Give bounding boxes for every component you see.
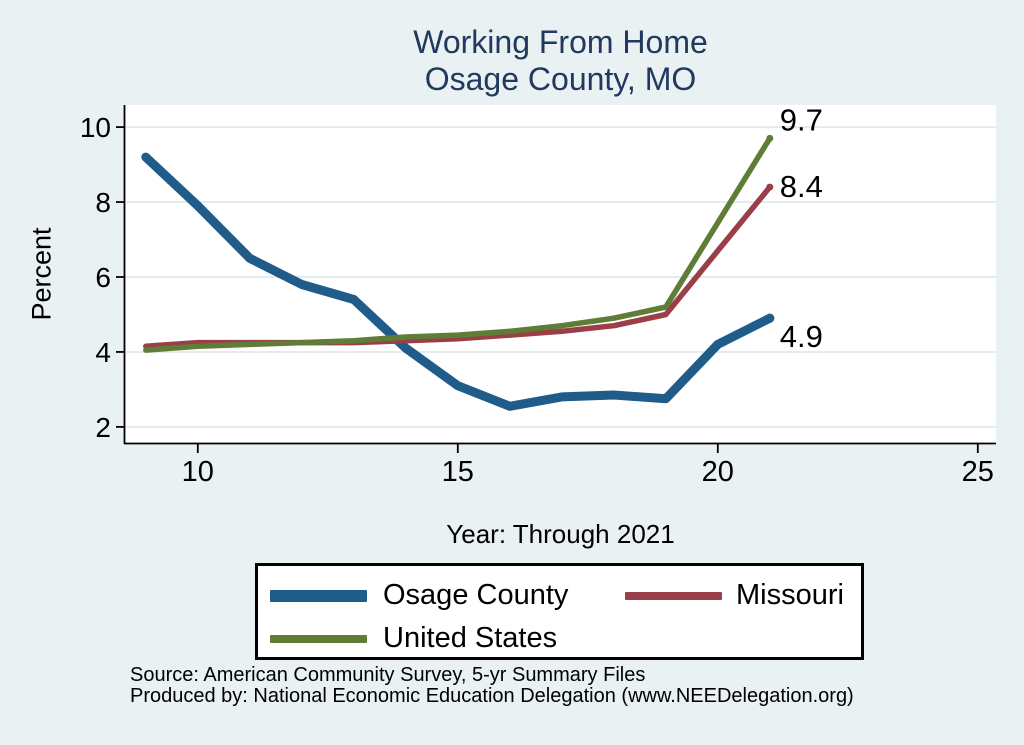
x-axis-label: Year: Through 2021 <box>446 519 675 549</box>
source-line: Source: American Community Survey, 5-yr … <box>130 664 646 686</box>
legend-label-united-states: United States <box>383 622 558 654</box>
x-tick-label: 20 <box>702 456 734 488</box>
plot-background <box>125 105 996 443</box>
chart-title-line2: Osage County, MO <box>424 61 697 97</box>
chart-title: Working From Home Osage County, MO <box>125 24 996 98</box>
series-end-label: 4.9 <box>780 319 823 354</box>
y-tick-label: 6 <box>95 262 111 293</box>
series-line-united-states <box>143 135 773 353</box>
x-tick-label: 15 <box>442 456 474 488</box>
legend-label-missouri: Missouri <box>736 579 844 611</box>
y-tick-label: 2 <box>95 412 111 443</box>
legend-swatch-missouri <box>625 592 722 600</box>
plot-area: 2 4 6 8 10 10 15 20 25 4.9 8.4 9.7 <box>80 102 996 488</box>
series-end-marker <box>766 134 774 142</box>
series-line-osage-county <box>141 152 775 411</box>
source-note: Source: American Community Survey, 5-yr … <box>130 665 854 707</box>
y-tick-label: 10 <box>80 112 111 143</box>
legend: Osage County Missouri United States <box>255 563 864 660</box>
series-end-marker <box>765 313 775 323</box>
series-end-label: 9.7 <box>780 102 823 137</box>
legend-swatch-united-states <box>270 635 367 643</box>
produced-by-line: Produced by: National Economic Education… <box>130 685 854 707</box>
x-tick-label: 25 <box>962 456 994 488</box>
y-tick-label: 4 <box>95 337 111 368</box>
series-end-marker <box>766 183 774 191</box>
x-tick-label: 10 <box>182 456 214 488</box>
legend-swatch-osage-county <box>270 590 367 602</box>
series-end-label: 8.4 <box>780 169 823 204</box>
chart-title-line1: Working From Home <box>413 24 708 60</box>
y-tick-label: 8 <box>95 187 111 218</box>
legend-label-osage-county: Osage County <box>383 579 569 611</box>
